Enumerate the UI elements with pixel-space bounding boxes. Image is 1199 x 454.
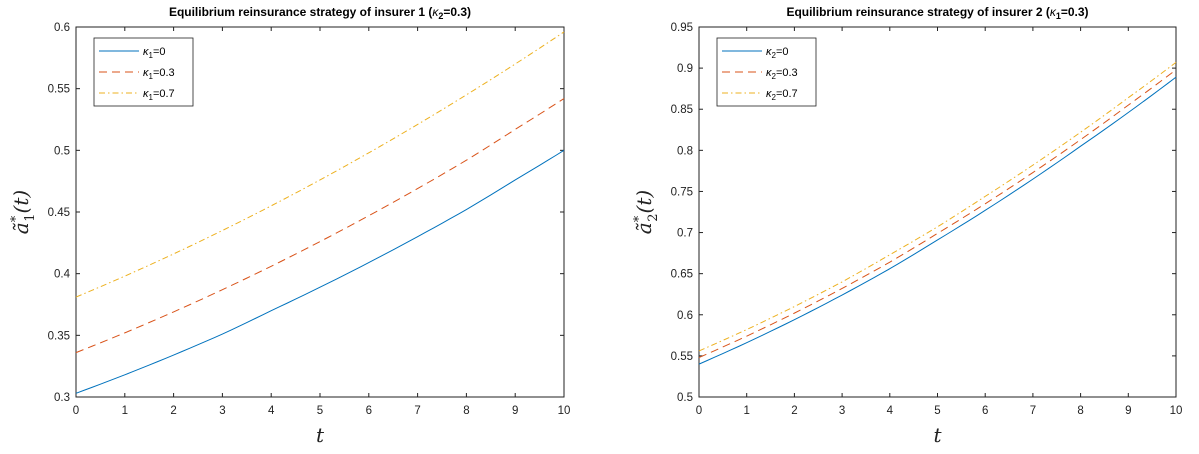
legend-suffix: =0.3 <box>153 67 175 79</box>
legend-entry-3: κ2=0.7 <box>766 88 798 102</box>
legend-entry-1: κ2=0 <box>766 46 789 60</box>
x-tick-label: 10 <box>1170 405 1183 417</box>
legend-suffix: =0.7 <box>153 88 175 100</box>
chart-title: Equilibrium reinsurance strategy of insu… <box>169 5 471 21</box>
x-tick-label: 4 <box>268 405 275 417</box>
title-subscript: 1 <box>1056 11 1061 21</box>
y-tick-label: 0.35 <box>48 330 70 342</box>
chart-1: Equilibrium reinsurance strategy of insu… <box>9 5 570 447</box>
title-prefix: Equilibrium reinsurance strategy of insu… <box>786 5 1049 19</box>
legend-greek: κ <box>766 67 772 79</box>
x-tick-label: 3 <box>219 405 225 417</box>
legend-entry-3: κ1=0.7 <box>143 88 175 102</box>
y-tick-label: 0.6 <box>54 22 70 34</box>
legend-subscript: 2 <box>772 72 777 81</box>
x-tick-label: 3 <box>839 405 845 417</box>
ylabel-subscript: 1 <box>23 213 38 221</box>
x-tick-label: 6 <box>366 405 372 417</box>
y-tick-label: 0.4 <box>54 269 71 281</box>
title-subscript: 2 <box>438 11 443 21</box>
x-axis-label: t <box>933 423 942 447</box>
y-tick-label: 0.3 <box>54 392 70 404</box>
legend-subscript: 2 <box>772 93 777 102</box>
x-tick-label: 1 <box>122 405 128 417</box>
ylabel-superscript: * <box>9 215 24 222</box>
x-tick-label: 5 <box>317 405 323 417</box>
ylabel-base: ã <box>9 222 33 234</box>
legend-suffix: =0 <box>776 46 789 58</box>
legend: κ2=0κ2=0.3κ2=0.7 <box>716 37 817 107</box>
x-tick-label: 6 <box>982 405 988 417</box>
title-prefix: Equilibrium reinsurance strategy of insu… <box>169 5 432 19</box>
chart-title: Equilibrium reinsurance strategy of insu… <box>786 5 1088 21</box>
legend-suffix: =0 <box>153 46 166 58</box>
legend-subscript: 1 <box>149 93 154 102</box>
y-tick-label: 0.8 <box>677 145 693 157</box>
y-tick-label: 0.85 <box>671 104 693 116</box>
x-tick-label: 7 <box>414 405 420 417</box>
legend-entry-2: κ1=0.3 <box>143 67 175 81</box>
x-tick-label: 8 <box>1077 405 1083 417</box>
y-tick-label: 0.6 <box>677 310 693 322</box>
x-tick-label: 9 <box>1125 405 1131 417</box>
x-tick-label: 2 <box>170 405 176 417</box>
y-tick-label: 0.75 <box>671 186 693 198</box>
y-tick-label: 0.55 <box>48 84 70 96</box>
x-axis-label: t <box>316 423 325 447</box>
series-line-3 <box>698 61 1177 352</box>
legend-greek: κ <box>143 88 149 100</box>
x-tick-label: 9 <box>512 405 518 417</box>
x-tick-label: 4 <box>887 405 894 417</box>
x-tick-label: 8 <box>463 405 469 417</box>
y-axis-label: ã*2(t) <box>632 190 661 234</box>
title-suffix: =0.3) <box>443 5 471 19</box>
y-tick-label: 0.55 <box>671 351 693 363</box>
title-greek: κ <box>432 5 439 19</box>
legend-suffix: =0.7 <box>776 88 798 100</box>
x-tick-label: 7 <box>1030 405 1036 417</box>
series-line-1 <box>75 149 565 394</box>
y-tick-label: 0.5 <box>54 145 70 157</box>
y-tick-label: 0.95 <box>671 22 693 34</box>
series-line-2 <box>75 98 565 354</box>
legend-subscript: 2 <box>772 51 777 60</box>
series-line-2 <box>698 69 1177 358</box>
x-tick-label: 10 <box>558 405 571 417</box>
title-suffix: =0.3) <box>1061 5 1089 19</box>
legend-subscript: 1 <box>149 51 154 60</box>
y-tick-label: 0.5 <box>677 392 693 404</box>
legend-greek: κ <box>766 46 772 58</box>
ylabel-superscript: * <box>632 215 647 222</box>
legend-suffix: =0.3 <box>776 67 798 79</box>
ylabel-argument: (t) <box>632 190 656 214</box>
x-tick-label: 2 <box>791 405 797 417</box>
title-greek: κ <box>1050 5 1057 19</box>
series-line-3 <box>75 31 565 298</box>
chart-2: Equilibrium reinsurance strategy of insu… <box>632 5 1182 447</box>
legend-greek: κ <box>766 88 772 100</box>
ylabel-argument: (t) <box>9 190 33 214</box>
series-line-1 <box>698 76 1177 365</box>
y-tick-label: 0.45 <box>48 207 70 219</box>
legend-box <box>93 37 194 107</box>
legend-greek: κ <box>143 46 149 58</box>
legend-entry-2: κ2=0.3 <box>766 67 798 81</box>
x-tick-label: 0 <box>73 405 79 417</box>
y-tick-label: 0.65 <box>671 269 693 281</box>
legend-entry-1: κ1=0 <box>143 46 166 60</box>
y-tick-label: 0.7 <box>677 228 693 240</box>
ylabel-base: ã <box>632 222 656 234</box>
y-axis-label: ã*1(t) <box>9 190 38 234</box>
legend: κ1=0κ1=0.3κ1=0.7 <box>93 37 194 107</box>
legend-box <box>716 37 817 107</box>
x-tick-label: 0 <box>696 405 702 417</box>
x-tick-label: 5 <box>934 405 940 417</box>
legend-greek: κ <box>143 67 149 79</box>
x-tick-label: 1 <box>743 405 749 417</box>
y-tick-label: 0.9 <box>677 63 693 75</box>
ylabel-subscript: 2 <box>646 213 661 221</box>
legend-subscript: 1 <box>149 72 154 81</box>
